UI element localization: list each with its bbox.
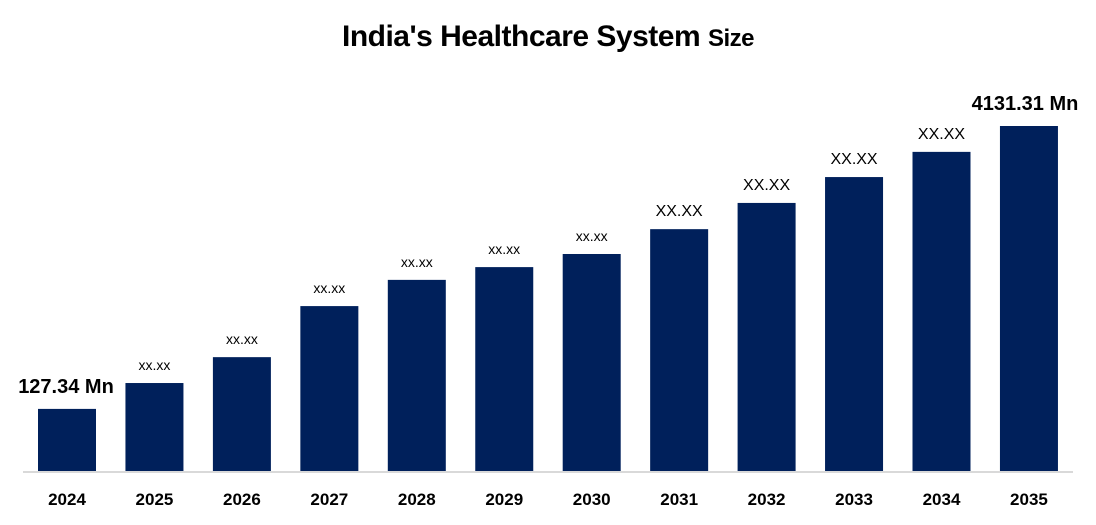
bar-2024	[38, 408, 96, 471]
bar-2033	[825, 177, 884, 471]
x-tick-label-2029: 2029	[485, 490, 523, 509]
x-tick-label-2035: 2035	[1010, 490, 1048, 509]
x-tick-label-2032: 2032	[748, 490, 786, 509]
data-label-2025: xx.xx	[139, 357, 171, 373]
bar-2025	[125, 383, 184, 471]
chart-title-main: India's Healthcare System	[341, 20, 701, 53]
data-label-2028: xx.xx	[401, 254, 433, 270]
chart-title: India's Healthcare System Size	[0, 20, 1096, 54]
data-label-2034: XX.XX	[918, 126, 965, 143]
data-label-2035: 4131.31 Mn	[972, 93, 1079, 115]
chart-title-suffix: Size	[707, 25, 755, 52]
x-tick-label-2028: 2028	[398, 490, 436, 509]
bar-2031	[650, 229, 709, 471]
bar-2034	[912, 151, 971, 471]
x-tick-label-2030: 2030	[573, 490, 611, 509]
x-tick-label-2031: 2031	[660, 490, 698, 509]
bar-2030	[562, 253, 621, 471]
data-label-2024: 127.34 Mn	[18, 376, 114, 398]
x-tick-label-2025: 2025	[136, 490, 174, 509]
data-label-2029: xx.xx	[488, 241, 520, 257]
bar-2035	[999, 126, 1058, 471]
bar-2028	[387, 279, 446, 471]
x-tick-label-2034: 2034	[923, 490, 961, 509]
data-label-2027: xx.xx	[313, 280, 345, 296]
x-tick-label-2027: 2027	[310, 490, 348, 509]
bar-2027	[300, 306, 359, 471]
bar-2026	[212, 357, 271, 471]
x-tick-label-2026: 2026	[223, 490, 261, 509]
x-tick-label-2033: 2033	[835, 490, 873, 509]
data-label-2026: xx.xx	[226, 331, 258, 347]
x-tick-label-2024: 2024	[48, 490, 86, 509]
data-label-2030: xx.xx	[576, 228, 608, 244]
bar-2032	[737, 202, 796, 471]
bar-2029	[475, 267, 534, 471]
data-label-2033: XX.XX	[830, 151, 877, 168]
data-label-2032: XX.XX	[743, 177, 790, 194]
data-label-2031: XX.XX	[656, 203, 703, 220]
